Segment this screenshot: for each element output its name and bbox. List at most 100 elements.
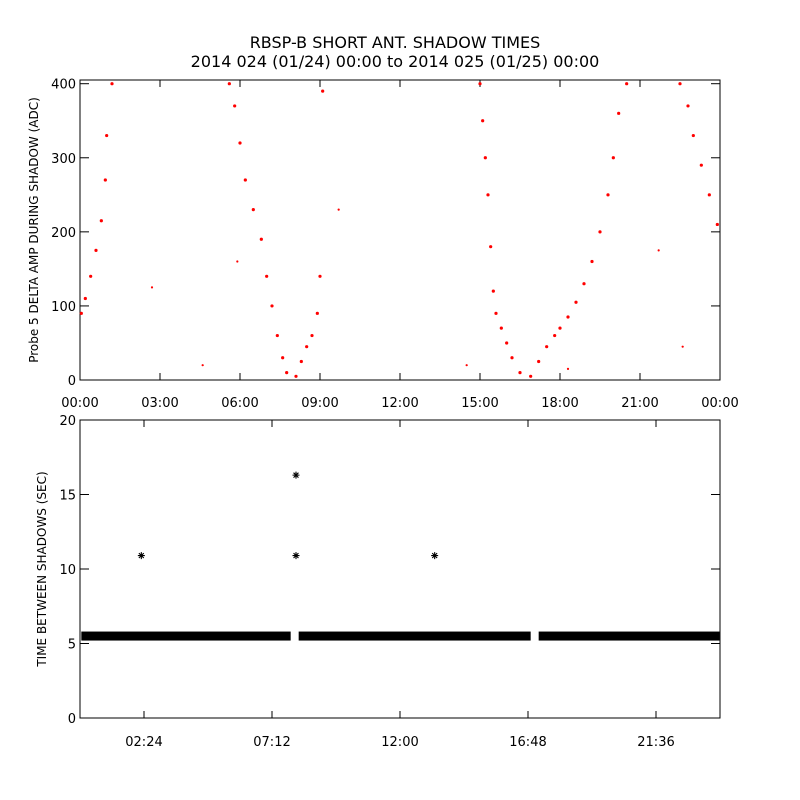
data-point (625, 82, 629, 86)
title-line-1: RBSP-B SHORT ANT. SHADOW TIMES (250, 33, 541, 52)
baseline-segment (538, 631, 720, 641)
data-point (251, 208, 255, 212)
data-point (94, 248, 98, 252)
title-line-2: 2014 024 (01/24) 00:00 to 2014 025 (01/2… (191, 52, 600, 71)
x-tick-label: 03:00 (141, 396, 178, 411)
data-point (259, 237, 263, 241)
x-tick-label: 16:48 (509, 735, 546, 750)
x-tick-label: 00:00 (61, 396, 98, 411)
data-point (510, 356, 514, 360)
x-tick-label: 12:00 (381, 735, 418, 750)
baseline-segment (298, 631, 531, 641)
data-point (99, 219, 103, 223)
data-point (238, 141, 242, 145)
bottom-plot-frame (79, 419, 721, 719)
y-tick-label: 200 (51, 226, 76, 241)
data-point (678, 82, 682, 86)
data-point (481, 119, 485, 123)
data-point (707, 193, 711, 197)
data-point (553, 333, 557, 338)
data-point (275, 333, 279, 338)
y-tick-label: 15 (59, 489, 76, 504)
data-point (483, 156, 487, 160)
data-point (494, 311, 498, 315)
data-point (545, 345, 549, 349)
y-tick-label: 10 (59, 563, 76, 578)
data-point (233, 104, 237, 108)
data-point (606, 193, 610, 197)
data-point (478, 82, 482, 86)
data-point (537, 359, 541, 364)
y-tick-label: 400 (51, 78, 76, 93)
data-point (574, 300, 578, 304)
bottom-baseline-band (81, 631, 720, 641)
top-data-points (79, 82, 719, 378)
x-tick-label: 02:24 (125, 735, 162, 750)
data-point (518, 370, 522, 375)
data-point (491, 289, 495, 293)
data-point (611, 156, 615, 160)
data-point (79, 311, 83, 315)
data-point (294, 374, 298, 378)
data-point (686, 104, 690, 108)
y-tick-label: 300 (51, 152, 76, 167)
data-point (227, 82, 231, 86)
outlier-point (657, 249, 660, 252)
data-point (103, 178, 107, 182)
x-tick-label: 15:00 (461, 396, 498, 411)
x-tick-label: 18:00 (541, 396, 578, 411)
outlier-point (337, 208, 340, 211)
bottom-axis-ticks: 02:24 07:12 12:00 16:48 21:36 0 5 10 15 20 (59, 414, 720, 750)
data-point (285, 370, 289, 375)
data-point (558, 326, 562, 330)
data-point (105, 133, 109, 138)
data-point-star (292, 552, 300, 560)
data-point (529, 374, 533, 378)
data-point (486, 193, 490, 197)
data-point (310, 333, 314, 338)
data-point-star (431, 552, 439, 560)
data-point (243, 178, 247, 182)
data-point (265, 274, 269, 278)
baseline-segment (81, 631, 291, 641)
x-tick-label: 12:00 (381, 396, 418, 411)
x-tick-label: 00:00 (701, 396, 738, 411)
data-point-star (292, 471, 300, 479)
x-tick-label: 09:00 (301, 396, 338, 411)
data-point (89, 274, 93, 278)
data-point (281, 356, 285, 360)
data-point (270, 304, 274, 308)
data-point (321, 89, 325, 93)
outlier-point (681, 345, 684, 348)
data-point (566, 315, 570, 319)
data-point (590, 259, 594, 264)
data-point (715, 222, 719, 227)
data-point (299, 359, 303, 364)
y-tick-label: 0 (68, 712, 76, 727)
top-axis-ticks: 00:00 03:00 06:00 09:00 12:00 15:00 18:00 21:00… (51, 78, 739, 411)
outlier-point (201, 364, 204, 367)
data-point (598, 230, 602, 234)
data-point (83, 296, 87, 301)
data-point (499, 326, 503, 330)
x-tick-label: 06:00 (221, 396, 258, 411)
x-tick-label: 21:36 (637, 735, 674, 750)
outlier-point (150, 286, 154, 289)
bottom-panel-time-between-shadows: TIME BETWEEN SHADOWS (SEC) 02:24 07:12 12:… (35, 414, 721, 750)
data-point-star (137, 552, 145, 560)
data-point (505, 341, 509, 345)
data-point (110, 82, 114, 86)
data-point (582, 282, 586, 286)
outlier-point (465, 364, 468, 367)
y-tick-label: 100 (51, 300, 76, 315)
top-panel-shadow-amplitude: Probe 5 DELTA AMP DURING SHADOW (ADC) 00… (27, 78, 739, 411)
bottom-data-points (137, 471, 439, 560)
data-point (617, 111, 621, 115)
data-point (318, 274, 322, 278)
y-tick-label: 0 (68, 374, 76, 389)
data-point (305, 345, 309, 349)
data-point (699, 163, 703, 167)
data-point (691, 133, 695, 138)
top-y-axis-label: Probe 5 DELTA AMP DURING SHADOW (ADC) (27, 97, 41, 363)
